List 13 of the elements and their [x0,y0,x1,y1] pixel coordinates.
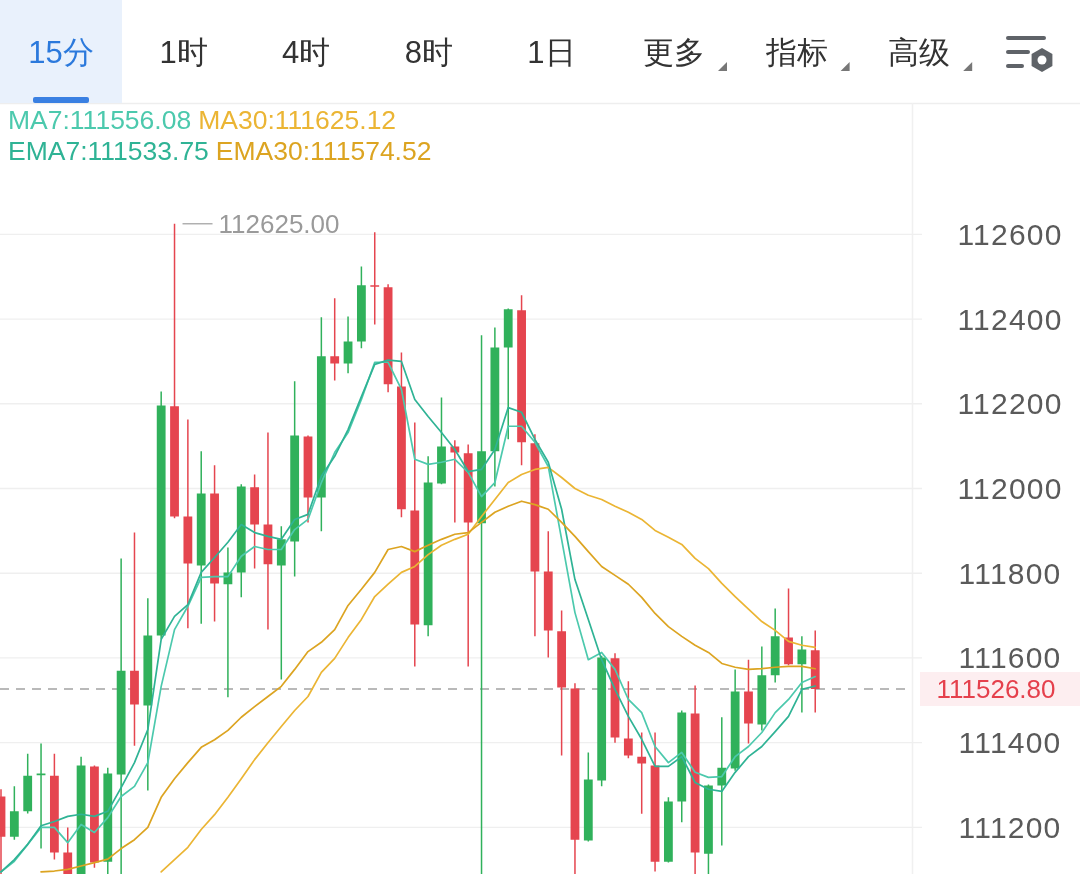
high-price-note: 112625.00 [218,208,340,239]
y-tick-label: 111400 [958,726,1062,760]
price-tag: 111526.80 [920,671,1080,706]
y-tick-label: 112600 [957,217,1063,251]
legend: EMA30:111574.52 [215,136,432,166]
y-tick-label: 112200 [957,387,1063,421]
y-tick-label: 111800 [958,556,1062,590]
y-tick-label: 112400 [957,302,1063,336]
legend: EMA7:111533.75 [8,136,209,166]
legend: MA30:111625.12 [198,105,397,135]
y-tick-label: 112000 [957,472,1063,505]
y-tick-label: 111200 [958,810,1062,844]
legend: MA7:111556.08 [8,105,192,135]
